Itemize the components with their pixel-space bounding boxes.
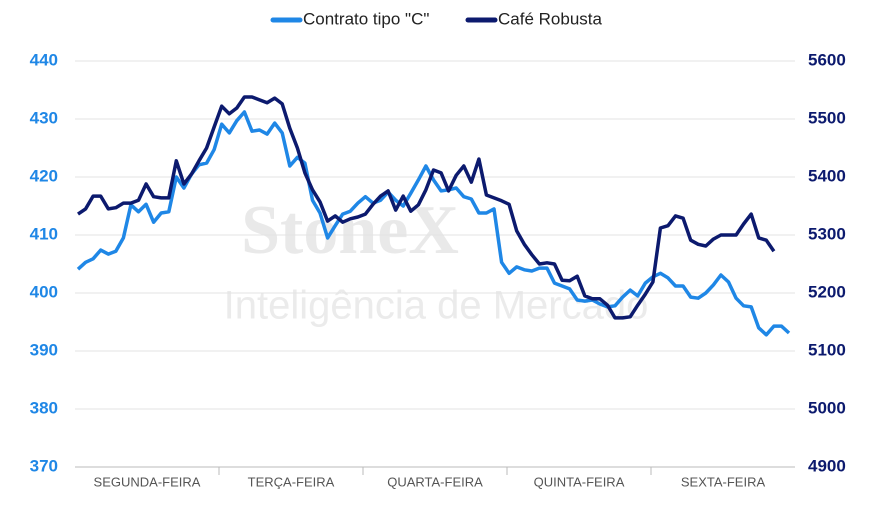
- y2-tick-label: 5600: [808, 50, 846, 69]
- x-tick-label: SEXTA-FEIRA: [681, 474, 766, 489]
- watermark-title: StoneX: [241, 192, 459, 269]
- y-tick-label: 370: [30, 456, 58, 475]
- y2-tick-label: 5400: [808, 166, 846, 185]
- x-tick-label: TERÇA-FEIRA: [248, 474, 335, 489]
- y2-tick-label: 5100: [808, 340, 846, 359]
- x-tick-label: SEGUNDA-FEIRA: [94, 474, 201, 489]
- series-line: [77, 95, 776, 320]
- y-tick-label: 380: [30, 398, 58, 417]
- y-tick-label: 390: [30, 340, 58, 359]
- x-tick-label: QUINTA-FEIRA: [534, 474, 625, 489]
- legend-label: Contrato tipo "C": [303, 9, 429, 28]
- y-tick-label: 400: [30, 282, 58, 301]
- y2-tick-label: 5300: [808, 224, 846, 243]
- y2-tick-label: 5200: [808, 282, 846, 301]
- y-tick-label: 440: [30, 50, 58, 69]
- y2-tick-label: 5500: [808, 108, 846, 127]
- y-tick-label: 410: [30, 224, 58, 243]
- y-tick-label: 430: [30, 108, 58, 127]
- legend-label: Café Robusta: [498, 9, 602, 28]
- y2-tick-label: 5000: [808, 398, 846, 417]
- watermark-subtitle: Inteligência de Mercado: [224, 284, 649, 328]
- y-tick-label: 420: [30, 166, 58, 185]
- x-tick-label: QUARTA-FEIRA: [387, 474, 483, 489]
- y2-tick-label: 4900: [808, 456, 846, 475]
